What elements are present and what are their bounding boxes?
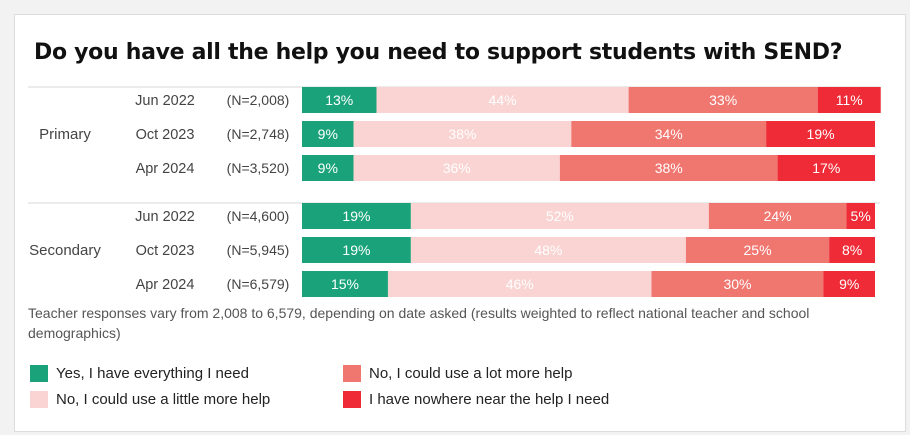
bar-value-label: 44% — [489, 92, 517, 108]
legend-swatch-lot-more — [343, 365, 361, 382]
bar-segment — [387, 271, 652, 297]
stacked-bar-chart: Jun 2022 (N=2,008) 13% 44% 33% 11% Oct 2023 (N=… — [28, 86, 881, 297]
row-date-label: Jun 2022 — [135, 93, 195, 109]
bar-segment — [777, 155, 875, 181]
bar-segment — [302, 121, 354, 147]
bar-segment — [302, 155, 354, 181]
legend-swatch-little-more — [30, 391, 48, 408]
bar-value-label: 8% — [842, 242, 862, 258]
bar-value-label: 19% — [342, 208, 370, 224]
bar-value-label: 46% — [506, 276, 534, 292]
sample-size-note: Teacher responses vary from 2,008 to 6,5… — [28, 305, 810, 341]
bar-value-label: 36% — [443, 160, 471, 176]
bar-value-label: 24% — [764, 208, 792, 224]
bar-value-label: 19% — [342, 242, 370, 258]
bar-segment — [559, 155, 778, 181]
bar-value-label: 38% — [448, 126, 476, 142]
bar-segment — [302, 87, 377, 113]
bar-segment — [302, 271, 388, 297]
legend-item-little-more: No, I could use a little more help — [30, 391, 270, 408]
bar-value-label: 52% — [546, 208, 574, 224]
legend-label-nowhere-near: I have nowhere near the help I need — [369, 391, 610, 408]
bar-segment — [685, 237, 830, 263]
row-date-label: Oct 2023 — [136, 127, 195, 143]
bar-segment — [302, 237, 411, 263]
row-sample-size: (N=4,600) — [227, 208, 290, 224]
bar-value-label: 38% — [655, 160, 683, 176]
row-sample-size: (N=2,748) — [227, 126, 290, 142]
bar-segment — [571, 121, 767, 147]
bar-segment — [353, 121, 572, 147]
row-date-label: Apr 2024 — [136, 161, 195, 177]
bar-segment — [353, 155, 560, 181]
bar-value-label: 15% — [331, 276, 359, 292]
bar-value-label: 11% — [836, 92, 863, 108]
bar-segment — [628, 87, 818, 113]
group-label: Secondary — [29, 242, 101, 259]
bar-segment — [817, 87, 881, 113]
legend-swatch-nowhere-near — [343, 391, 361, 408]
row-sample-size: (N=3,520) — [227, 160, 290, 176]
bar-segment — [410, 237, 686, 263]
bar-value-label: 5% — [851, 208, 871, 224]
row-sample-size: (N=2,008) — [227, 92, 290, 108]
row-sample-size: (N=5,945) — [227, 242, 290, 258]
group-label: Primary — [39, 126, 91, 143]
legend-label-little-more: No, I could use a little more help — [56, 391, 271, 408]
bar-value-label: 48% — [534, 242, 562, 258]
legend-item-lot-more: No, I could use a lot more help — [343, 365, 572, 382]
row-date-label: Jun 2022 — [135, 209, 195, 225]
legend-swatch-everything — [30, 365, 48, 382]
bar-segment — [829, 237, 875, 263]
chart-title: Do you have all the help you need to sup… — [34, 40, 843, 65]
bar-value-label: 30% — [723, 276, 751, 292]
bar-segment — [376, 87, 629, 113]
bar-segment — [651, 271, 824, 297]
bar-segment — [846, 203, 875, 229]
bar-segment — [766, 121, 875, 147]
bar-value-label: 9% — [318, 126, 338, 142]
bar-segment — [708, 203, 847, 229]
legend-label-lot-more: No, I could use a lot more help — [369, 365, 573, 382]
bar-value-label: 9% — [318, 160, 338, 176]
legend-label-everything: Yes, I have everything I need — [56, 365, 249, 382]
row-sample-size: (N=6,579) — [227, 276, 290, 292]
bar-value-label: 33% — [709, 92, 737, 108]
legend-item-everything: Yes, I have everything I need — [30, 365, 249, 382]
row-date-label: Apr 2024 — [136, 277, 195, 293]
bar-segment — [823, 271, 875, 297]
row-date-label: Oct 2023 — [136, 243, 195, 259]
bar-segment — [410, 203, 709, 229]
bar-value-label: 17% — [812, 160, 840, 176]
bar-segment — [302, 203, 411, 229]
bar-value-label: 25% — [744, 242, 772, 258]
bar-value-label: 19% — [807, 126, 835, 142]
bar-value-label: 13% — [325, 92, 353, 108]
bar-value-label: 9% — [839, 276, 859, 292]
legend-item-nowhere-near: I have nowhere near the help I need — [343, 391, 609, 408]
bar-value-label: 34% — [655, 126, 683, 142]
